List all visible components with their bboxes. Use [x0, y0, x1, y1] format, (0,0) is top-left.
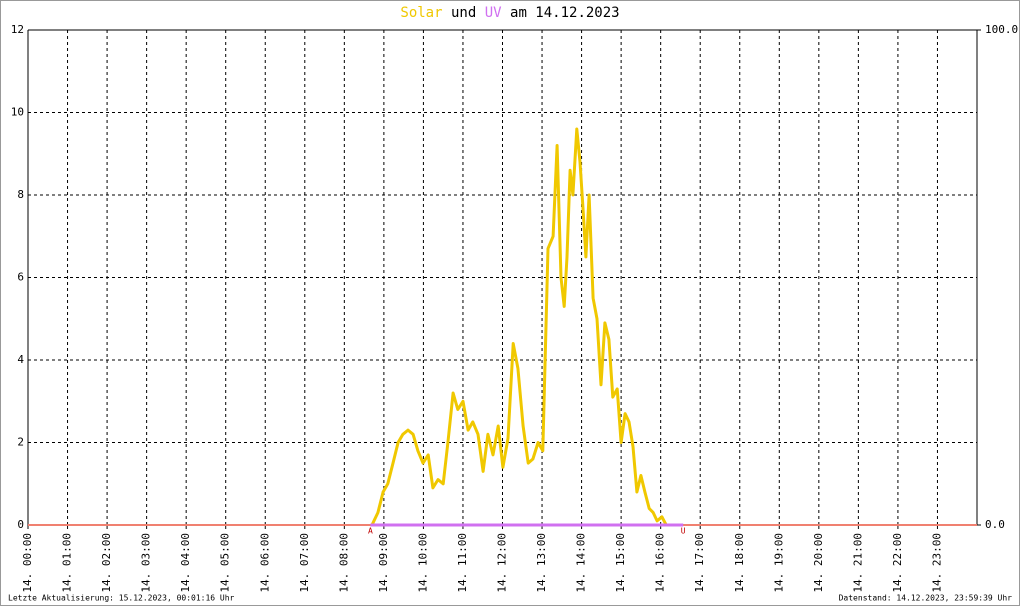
- y2-tick-label: 0.0: [985, 518, 1005, 531]
- footer-left: Letzte Aktualisierung: 15.12.2023, 00:01…: [8, 594, 235, 603]
- title-series: Solar: [400, 5, 442, 21]
- x-tick-label: 14. 18:00: [733, 533, 746, 593]
- y-tick-label: 0: [17, 518, 24, 531]
- y-tick-label: 4: [17, 353, 24, 366]
- chart-title: Solar und UV am 14.12.2023: [400, 5, 619, 21]
- annotation: U: [681, 527, 686, 536]
- x-tick-label: 14. 23:00: [930, 533, 943, 593]
- y2-tick-label: 100.0: [985, 23, 1018, 36]
- x-tick-label: 14. 12:00: [496, 533, 509, 593]
- x-tick-label: 14. 16:00: [654, 533, 667, 593]
- x-tick-label: 14. 04:00: [179, 533, 192, 593]
- y-tick-label: 12: [11, 23, 24, 36]
- x-tick-label: 14. 02:00: [100, 533, 113, 593]
- title-connector: und: [451, 5, 476, 21]
- y-tick-label: 10: [11, 106, 24, 119]
- x-tick-label: 14. 07:00: [298, 533, 311, 593]
- annotation: A: [368, 527, 373, 536]
- x-tick-label: 14. 06:00: [258, 533, 271, 593]
- y-tick-label: 8: [17, 188, 24, 201]
- x-tick-label: 14. 05:00: [219, 533, 232, 593]
- x-tick-label: 14. 22:00: [891, 533, 904, 593]
- y-tick-label: 2: [17, 436, 24, 449]
- x-tick-label: 14. 15:00: [614, 533, 627, 593]
- title-suffix: am 14.12.2023: [510, 5, 620, 21]
- y-tick-label: 6: [17, 271, 24, 284]
- x-tick-label: 14. 20:00: [812, 533, 825, 593]
- x-tick-label: 14. 14:00: [575, 533, 588, 593]
- x-tick-label: 14. 19:00: [772, 533, 785, 593]
- x-tick-label: 14. 17:00: [693, 533, 706, 593]
- data-line: [370, 127, 668, 526]
- x-tick-label: 14. 08:00: [337, 533, 350, 593]
- title-series: UV: [485, 5, 502, 21]
- x-tick-label: 14. 21:00: [851, 533, 864, 593]
- x-tick-label: 14. 09:00: [377, 533, 390, 593]
- x-tick-label: 14. 00:00: [21, 533, 34, 593]
- x-tick-label: 14. 13:00: [535, 533, 548, 593]
- x-tick-label: 14. 01:00: [61, 533, 74, 593]
- x-tick-label: 14. 11:00: [456, 533, 469, 593]
- footer-right: Datenstand: 14.12.2023, 23:59:39 Uhr: [839, 594, 1013, 603]
- x-tick-label: 14. 03:00: [140, 533, 153, 593]
- x-tick-label: 14. 10:00: [416, 533, 429, 593]
